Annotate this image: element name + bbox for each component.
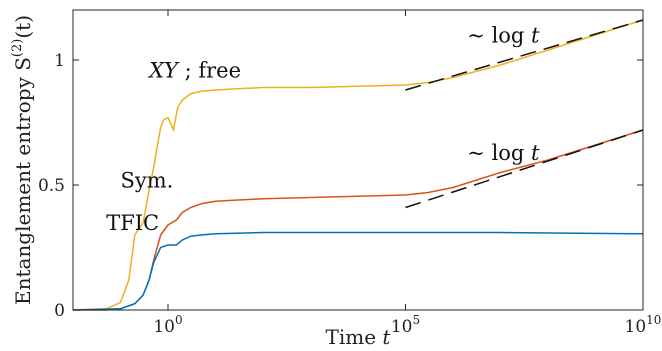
x-tick-label-0: 100 xyxy=(153,313,182,337)
annotation-log2: ~ log t xyxy=(467,141,540,165)
x-tick-label-1: 105 xyxy=(391,313,420,337)
y-tick-label-1: 0.5 xyxy=(38,176,65,196)
annotation-xy: XY ; free xyxy=(147,59,241,83)
log-fit-line-0 xyxy=(405,19,644,91)
fit-lines xyxy=(405,19,644,209)
y-tick-label-0: 0 xyxy=(54,301,65,321)
annotation-sym: Sym. xyxy=(121,169,174,193)
annotation-log1: ~ log t xyxy=(467,24,540,48)
x-tick-label-2: 1010 xyxy=(625,313,662,337)
annotations: XY ; free Sym. TFIC ~ log t ~ log t xyxy=(106,24,540,236)
y-axis-label: Entanglement entropy S(2)(t) xyxy=(10,15,35,305)
y-tick-label-2: 1 xyxy=(54,51,65,71)
annotation-tfic: TFIC xyxy=(106,211,159,235)
y-axis-label-main: Entanglement entropy S xyxy=(11,57,35,305)
x-axis-label: Time t xyxy=(326,325,392,349)
ticks: 0 0.5 1 100 105 1010 xyxy=(38,10,662,337)
y-axis-label-sup: (2) xyxy=(10,39,25,57)
series-line-2 xyxy=(72,231,644,311)
log-fit-line-1 xyxy=(405,129,644,209)
plot-frame xyxy=(72,9,644,311)
y-axis-label-arg: (t) xyxy=(11,15,35,39)
